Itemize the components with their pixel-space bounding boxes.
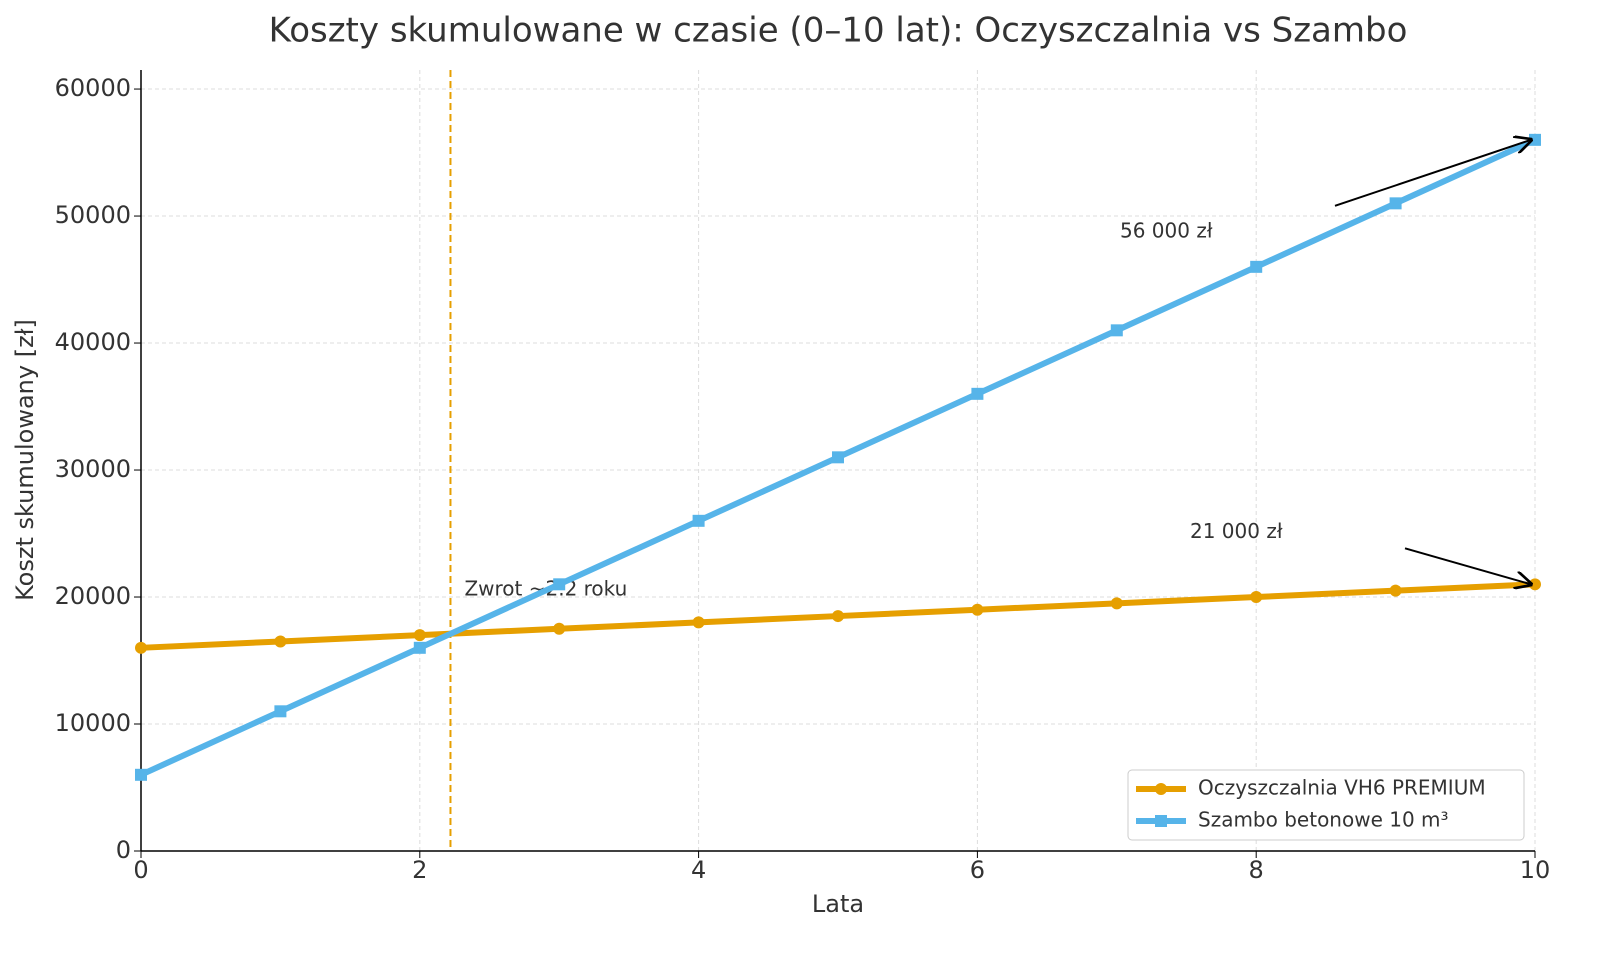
- x-tick-label: 4: [691, 856, 706, 884]
- marker: [274, 705, 287, 718]
- marker: [1389, 584, 1402, 597]
- marker: [692, 616, 705, 629]
- y-tick-label: 40000: [55, 328, 131, 356]
- y-tick-label: 60000: [55, 74, 131, 102]
- y-tick-label: 50000: [55, 201, 131, 229]
- legend-box: [1127, 769, 1525, 841]
- marker: [553, 622, 566, 635]
- marker: [832, 451, 844, 464]
- marker: [413, 641, 426, 654]
- annotation-label: 56 000 zł: [1120, 218, 1213, 242]
- marker: [553, 578, 566, 591]
- marker: [1250, 260, 1263, 273]
- y-tick-label: 0: [116, 836, 131, 864]
- marker: [971, 387, 984, 400]
- legend-marker: [1155, 783, 1167, 795]
- x-tick-label: 10: [1520, 856, 1551, 884]
- chart-title: Koszty skumulowane w czasie (0–10 lat): …: [269, 11, 1408, 51]
- marker: [413, 629, 426, 642]
- y-axis-label: Koszt skumulowany [zł]: [11, 319, 39, 601]
- legend-label: Szambo betonowe 10 m³: [1198, 808, 1449, 832]
- marker: [135, 641, 147, 654]
- y-tick-label: 10000: [55, 709, 131, 737]
- x-tick-label: 6: [970, 856, 985, 884]
- legend-marker: [1155, 815, 1167, 827]
- x-tick-label: 0: [133, 856, 148, 884]
- marker: [832, 610, 844, 623]
- marker: [1250, 591, 1263, 604]
- x-axis-label: Lata: [812, 890, 864, 918]
- y-tick-label: 20000: [55, 582, 131, 610]
- y-tick-label: 30000: [55, 455, 131, 483]
- annotation-label: 21 000 zł: [1190, 519, 1283, 543]
- marker: [1110, 597, 1123, 610]
- marker: [692, 514, 705, 527]
- marker: [1110, 324, 1123, 337]
- marker: [971, 603, 984, 616]
- legend-label: Oczyszczalnia VH6 PREMIUM: [1198, 776, 1486, 800]
- x-tick-label: 2: [412, 856, 427, 884]
- x-tick-label: 8: [1249, 856, 1264, 884]
- annotation-arrow: [1404, 547, 1531, 584]
- marker: [274, 635, 287, 648]
- marker: [1389, 197, 1402, 210]
- marker: [135, 768, 147, 781]
- annotation-arrow: [1334, 140, 1531, 207]
